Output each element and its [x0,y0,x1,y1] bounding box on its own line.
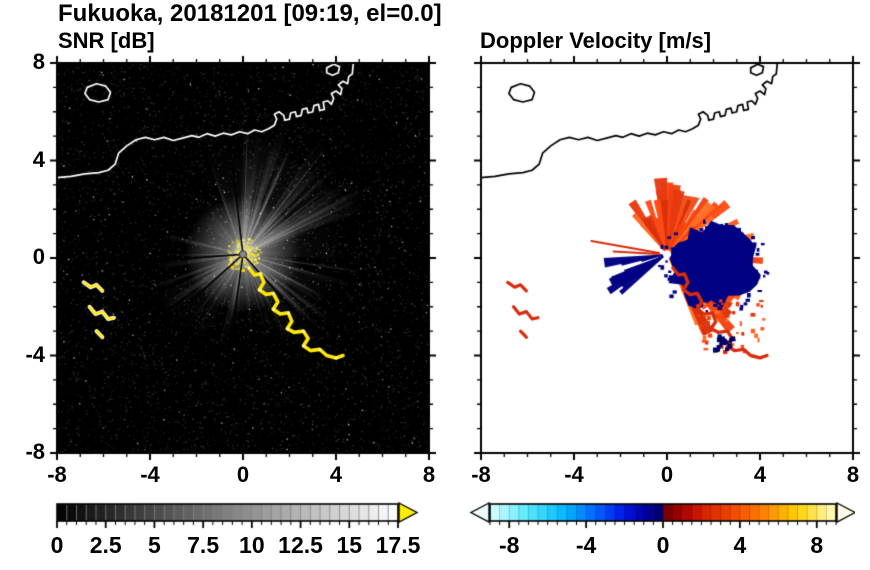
tick-label: -8 [498,532,520,558]
tick-label: 4 [329,462,343,487]
tick-label: 0 [660,462,674,487]
tick-label: -4 [575,532,597,558]
tick-label: -8 [47,462,67,487]
tick-label: 2.5 [89,532,122,558]
tick-label: 7.5 [187,532,220,558]
tick-label: 0 [236,462,250,487]
tick-label: 0 [50,532,64,558]
velocity-colorbar [455,499,855,535]
tick-label: -4 [564,462,584,487]
figure-title: Fukuoka, 20181201 [09:19, el=0.0] [58,0,442,27]
tick-label: -8 [471,462,491,487]
tick-label: 15 [336,532,363,558]
tick-label: 8 [810,532,824,558]
tick-label: -4 [25,341,45,367]
tick-label: 4 [733,532,747,558]
tick-label: 0 [656,532,670,558]
tick-label: 4 [32,146,45,172]
tick-label: 4 [753,462,767,487]
snr-colorbar [47,499,427,535]
snr-ppi-plot [47,53,439,463]
velocity-ppi-plot [471,53,863,463]
tick-label: 5 [148,532,161,558]
snr-panel-title: SNR [dB] [58,28,155,53]
tick-label: 10 [239,532,265,558]
tick-label: 8 [846,462,860,487]
tick-label: 0 [32,244,45,269]
tick-label: 8 [422,462,436,487]
tick-label: 12.5 [278,532,323,558]
tick-label: 17.5 [375,532,421,558]
tick-label: -4 [140,462,160,487]
tick-label: -8 [25,439,45,464]
velocity-panel-title: Doppler Velocity [m/s] [480,28,712,53]
tick-label: 8 [32,49,45,74]
